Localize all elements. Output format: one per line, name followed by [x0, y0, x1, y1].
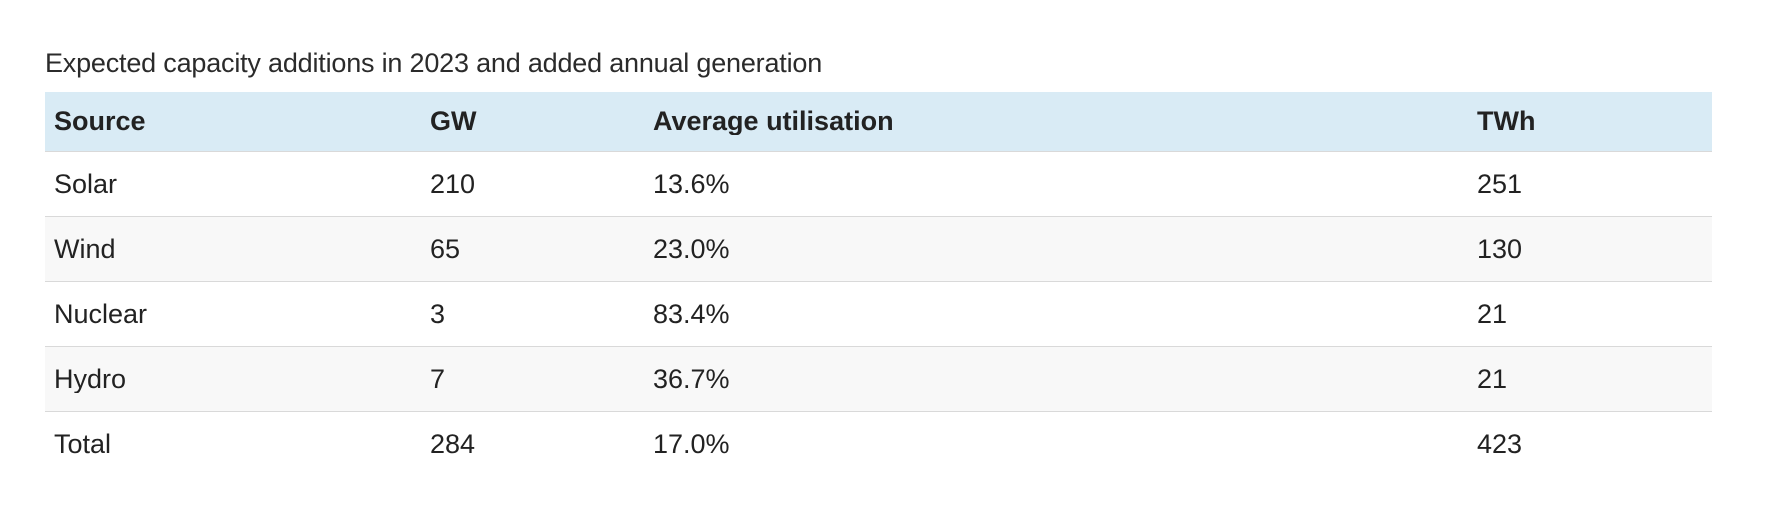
column-header-gw: GW [430, 108, 477, 135]
column-header-source: Source [54, 108, 146, 135]
cell-twh: 21 [1477, 365, 1508, 393]
cell-utilisation: 23.0% [653, 235, 730, 263]
cell-gw: 284 [430, 430, 476, 458]
cell-source: Total [54, 430, 112, 458]
cell-gw: 7 [430, 365, 446, 393]
cell-source: Solar [54, 170, 118, 198]
capacity-additions-table: Source GW Average utilisation TWh Solar … [45, 92, 1712, 476]
cell-gw: 210 [430, 170, 476, 198]
cell-source: Hydro [54, 365, 127, 393]
column-header-utilisation: Average utilisation [653, 108, 894, 135]
content-area: Expected capacity additions in 2023 and … [45, 48, 1712, 476]
cell-utilisation: 17.0% [653, 430, 730, 458]
cell-twh: 130 [1477, 235, 1523, 263]
cell-twh: 423 [1477, 430, 1523, 458]
table-row-nuclear: Nuclear 3 83.4% 21 [45, 281, 1712, 346]
table-row-wind: Wind 65 23.0% 130 [45, 216, 1712, 281]
table-row-total: Total 284 17.0% 423 [45, 411, 1712, 476]
cell-twh: 251 [1477, 170, 1523, 198]
table-header-row: Source GW Average utilisation TWh [45, 92, 1712, 151]
column-header-twh: TWh [1477, 108, 1536, 135]
cell-gw: 65 [430, 235, 461, 263]
table-title: Expected capacity additions in 2023 and … [45, 48, 823, 78]
table-row-solar: Solar 210 13.6% 251 [45, 151, 1712, 216]
cell-twh: 21 [1477, 300, 1508, 328]
cell-utilisation: 36.7% [653, 365, 730, 393]
cell-source: Wind [54, 235, 116, 263]
cell-source: Nuclear [54, 300, 148, 328]
cell-gw: 3 [430, 300, 446, 328]
cell-utilisation: 83.4% [653, 300, 730, 328]
cell-utilisation: 13.6% [653, 170, 730, 198]
table-row-hydro: Hydro 7 36.7% 21 [45, 346, 1712, 411]
